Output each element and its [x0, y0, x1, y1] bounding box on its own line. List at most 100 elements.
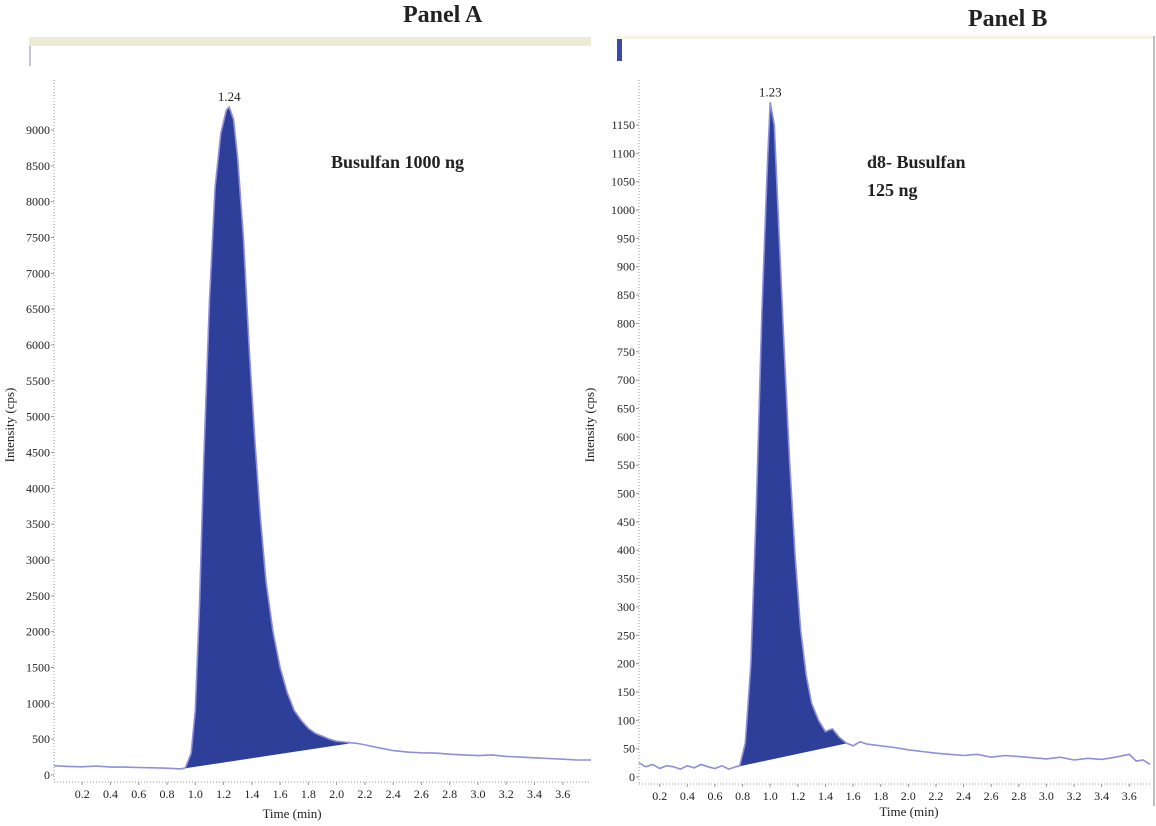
panel-a-trace [53, 105, 591, 770]
panel-a-y-tick-label: 3000 [26, 553, 50, 567]
panel-a-y-tick-label: 8500 [26, 159, 50, 173]
panel-a-y-tick-label: 3500 [26, 517, 50, 531]
panel-b-y-tick-label: 200 [617, 657, 635, 671]
panel-a-x-tick-label: 2.2 [357, 787, 372, 801]
panel-a-y-tick-label: 6500 [26, 302, 50, 316]
panel-a-x-tick-label: 3.0 [470, 787, 485, 801]
panel-b-y-tick-label: 700 [617, 373, 635, 387]
panel-b-x-tick-label: 2.8 [1011, 789, 1026, 803]
panel-b-x-tick-label: 1.8 [873, 789, 888, 803]
panel-b-title: Panel B [968, 6, 1048, 32]
panel-a-y-tick-label: 5500 [26, 374, 50, 388]
panel-a-x-tick-label: 0.8 [160, 787, 175, 801]
panel-a-x-tick-label: 0.2 [75, 787, 90, 801]
panel-b-y-tick-label: 550 [617, 458, 635, 472]
panel-b-x-tick-label: 3.4 [1094, 789, 1109, 803]
panel-b-y-tick-label: 50 [623, 742, 635, 756]
panel-a-x-tick-label: 2.0 [329, 787, 344, 801]
panel-b-x-tick-label: 2.2 [928, 789, 943, 803]
panel-b-x-tick-label: 3.0 [1039, 789, 1054, 803]
panel-b-annotation: 125 ng [867, 180, 918, 200]
panel-b-y-tick-label: 1050 [611, 175, 635, 189]
panel-b-x-tick-label: 1.4 [818, 789, 833, 803]
panel-a-y-tick-label: 4500 [26, 446, 50, 460]
panel-a-y-tick-label: 9000 [26, 123, 50, 137]
panel-a-x-tick-label: 2.6 [414, 787, 429, 801]
panel-a-x-tick-label: 1.2 [216, 787, 231, 801]
panel-b-y-tick-label: 300 [617, 600, 635, 614]
panel-b-y-tick-label: 150 [617, 685, 635, 699]
panel-a-x-tick-label: 2.4 [386, 787, 401, 801]
panel-b-y-tick-label: 250 [617, 628, 635, 642]
panel-b-y-tick-label: 1150 [611, 118, 635, 132]
panel-a-x-tick-label: 0.4 [103, 787, 118, 801]
panel-a-peak-label: 1.24 [218, 89, 241, 104]
panel-b-y-tick-label: 750 [617, 345, 635, 359]
panel-a-x-tick-label: 1.6 [273, 787, 288, 801]
panel-b-x-tick-label: 2.4 [956, 789, 971, 803]
panel-b-y-tick-label: 900 [617, 260, 635, 274]
panel-b-y-axis-label: Intensity (cps) [582, 388, 597, 463]
panel-b-x-tick-label: 1.0 [763, 789, 778, 803]
panel-a-y-axis-label: Intensity (cps) [2, 388, 17, 463]
panel-a-x-tick-label: 1.4 [244, 787, 259, 801]
panel-b-y-tick-label: 1000 [611, 203, 635, 217]
panel-b-x-tick-label: 3.2 [1067, 789, 1082, 803]
panel-b-x-tick-label: 0.8 [735, 789, 750, 803]
panel-b-x-tick-label: 2.6 [984, 789, 999, 803]
panel-a-y-tick-label: 500 [32, 732, 50, 746]
panel-b-x-axis-label: Time (min) [879, 804, 938, 819]
panel-b-x-tick-label: 0.2 [652, 789, 667, 803]
panel-b-y-tick-label: 800 [617, 316, 635, 330]
panel-a-y-tick-label: 2500 [26, 589, 50, 603]
panel-a-y-tick-label: 5000 [26, 410, 50, 424]
panel-b-y-tick-label: 650 [617, 401, 635, 415]
panel-a-y-tick-label: 7500 [26, 231, 50, 245]
panel-a-x-tick-label: 1.8 [301, 787, 316, 801]
panel-a-x-tick-label: 3.2 [499, 787, 514, 801]
panel-b-peak-label: 1.23 [759, 84, 782, 99]
panel-a-y-tick-label: 2000 [26, 625, 50, 639]
panel-a-x-tick-label: 3.6 [555, 787, 570, 801]
panel-a-plot: 0 500 1000 1500 2000 2500 3000 3500 4000 4500 5000… [2, 80, 591, 821]
panel-b-annotation: d8- Busulfan [867, 152, 966, 172]
panel-a-title: Panel A [403, 2, 483, 28]
panel-b-y-tick-label: 950 [617, 231, 635, 245]
panel-a-y-tick-label: 8000 [26, 195, 50, 209]
panel-a-header-bar [29, 37, 591, 46]
panel-a-y-tick-label: 6000 [26, 338, 50, 352]
panel-b-x-tick-label: 0.6 [707, 789, 722, 803]
panel-b-y-tick-label: 1100 [611, 146, 635, 160]
panel-b-x-tick-label: 3.6 [1122, 789, 1137, 803]
panel-b-trace [638, 102, 1151, 770]
panel-b-header-marker [617, 39, 622, 61]
panel-b-y-tick-label: 500 [617, 487, 635, 501]
panel-a-y-tick-label: 4000 [26, 481, 50, 495]
panel-b-y-tick-label: 400 [617, 543, 635, 557]
panel-b-y-tick-label: 350 [617, 572, 635, 586]
panel-b-x-tick-label: 1.2 [790, 789, 805, 803]
panel-a-y-tick-label: 0 [44, 768, 50, 782]
panel-b-x-tick-label: 0.4 [680, 789, 695, 803]
panel-a-peak-area [184, 106, 351, 769]
panel-a-x-axis-label: Time (min) [262, 806, 321, 821]
panel-b-y-tick-label: 450 [617, 515, 635, 529]
panel-b-y-tick-label: 850 [617, 288, 635, 302]
panel-b-x-tick-label: 1.6 [846, 789, 861, 803]
panel-a-annotation: Busulfan 1000 ng [331, 152, 464, 172]
panel-a-x-tick-label: 1.0 [188, 787, 203, 801]
panel-a-y-tick-label: 1500 [26, 661, 50, 675]
panel-b-plot: 0 50 100 150 200 250 300 350 400 450 500 550 600 650 7… [582, 80, 1151, 819]
panel-a-x-tick-label: 2.8 [442, 787, 457, 801]
panel-b-y-tick-label: 600 [617, 430, 635, 444]
panel-b-peak-area [739, 102, 848, 767]
panel-a-x-tick-label: 0.6 [131, 787, 146, 801]
panel-a-y-tick-label: 7000 [26, 266, 50, 280]
panel-a-x-tick-label: 3.4 [527, 787, 542, 801]
panel-b-header-bar [617, 36, 1154, 39]
panel-b-x-tick-label: 2.0 [901, 789, 916, 803]
panel-a-y-tick-label: 1000 [26, 696, 50, 710]
panel-b-y-tick-label: 100 [617, 713, 635, 727]
panel-b-y-tick-label: 0 [629, 770, 635, 784]
